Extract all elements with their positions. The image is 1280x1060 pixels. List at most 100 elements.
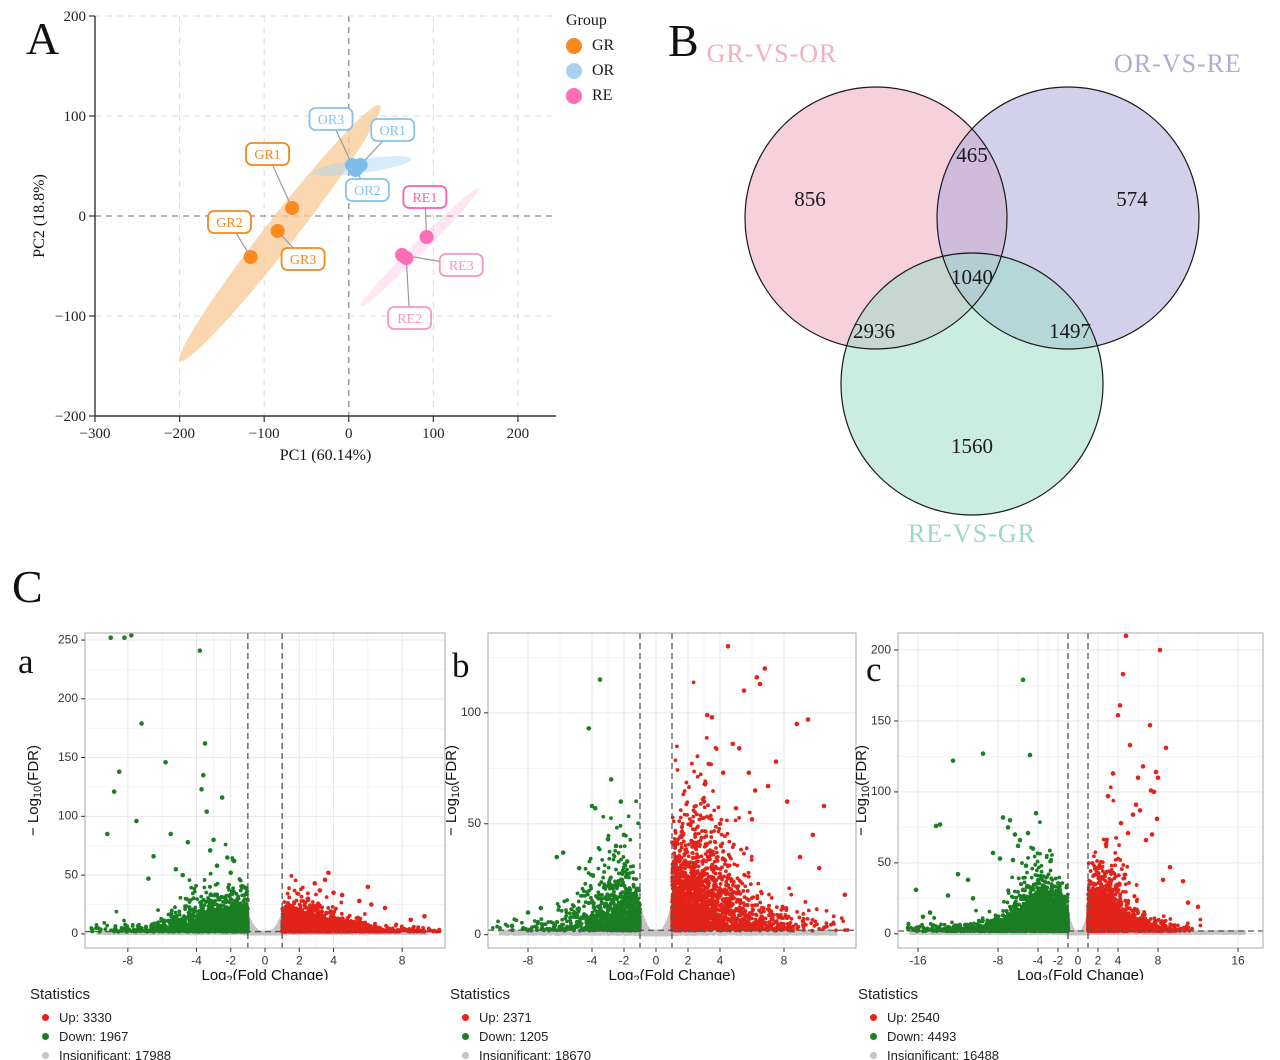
pca-callout-text-gr2: GR2: [216, 216, 242, 231]
pca-legend-title: Group: [566, 12, 607, 29]
pca-x-tick-label: −200: [164, 426, 195, 442]
stats-dot-icon: [42, 1052, 49, 1059]
venn-diagram: 856 574 1560 465 2936 1497 1040 GR-VS-OR OR-VS-R…: [707, 39, 1242, 548]
stats-label-insignificant: Insignificant: 16488: [887, 1048, 1000, 1060]
venn-circle-re-vs-gr: [841, 253, 1103, 515]
volcano-plot-c: [850, 595, 1280, 980]
stats-label-insignificant: Insignificant: 17988: [59, 1048, 172, 1060]
stats-label-down: Down: 4493: [887, 1029, 957, 1044]
pca-x-tick-label: 200: [507, 426, 530, 442]
pca-point-gr2: [243, 250, 258, 264]
stats-dot-icon: [462, 1052, 469, 1059]
pca-y-axis-title: PC2 (18.8%): [31, 174, 48, 258]
pca-callout-box-or3: [308, 107, 354, 131]
pca-point-gr1: [285, 201, 300, 215]
pca-ellipse-re: [360, 187, 480, 307]
stats-row-up: Up: 3330: [42, 1010, 171, 1025]
pca-callout-text-re3: RE3: [449, 259, 474, 274]
stats-title: Statistics: [858, 986, 919, 1003]
panel-a-label: A: [26, 13, 60, 64]
stats-title: Statistics: [450, 986, 511, 1003]
pca-legend-item-label: GR: [592, 37, 615, 54]
venn-set-label-gr-vs-or: GR-VS-OR: [707, 39, 838, 68]
stats-dot-icon: [42, 1033, 49, 1040]
pca-callout-text-re1: RE1: [412, 191, 437, 206]
pca-callout-box-or1: [370, 118, 416, 142]
pca-callout-box-gr1: [245, 142, 290, 166]
pca-y-tick-label: 0: [79, 209, 87, 225]
stats-dot-icon: [462, 1014, 469, 1021]
pca-point-re1: [419, 230, 434, 244]
pca-point-re3: [395, 248, 410, 262]
legend-dot-icon: [566, 38, 582, 54]
pca-callout-text-re2: RE2: [397, 312, 422, 327]
pca-legend-item-re: RE: [566, 87, 614, 105]
pca-legend: Group GR OR RE: [566, 12, 614, 112]
pca-callout-box-or2: [344, 178, 390, 202]
stats-dot-icon: [870, 1014, 877, 1021]
venn-count-orvre-revgr: 1497: [1049, 319, 1091, 343]
pca-x-tick-label: 0: [345, 426, 353, 442]
venn-circle-outline: [936, 86, 1200, 350]
pca-callout-box-re3: [438, 253, 484, 277]
stats-label-insignificant: Insignificant: 18670: [479, 1048, 592, 1060]
venn-count-or-vs-re-only: 574: [1116, 187, 1148, 211]
venn-circle-outline: [840, 252, 1104, 516]
pca-y-tick-label: 100: [64, 109, 87, 125]
stats-dot-icon: [870, 1033, 877, 1040]
stats-label-up: Up: 2540: [887, 1010, 940, 1025]
venn-count-grvor-orvre: 465: [956, 143, 988, 167]
volcano-plot-b: [440, 595, 870, 980]
stats-label-up: Up: 2371: [479, 1010, 532, 1025]
volcano-c-stats: Statistics Up: 2540 Down: 4493 Insignifican…: [858, 986, 999, 1060]
pca-point-gr3: [270, 224, 285, 238]
pca-callout-box-re2: [387, 306, 433, 330]
pca-callout-box-re1: [402, 185, 448, 209]
pca-legend-item-or: OR: [566, 62, 614, 80]
volcano-b-stats: Statistics Up: 2371 Down: 1205 Insignifican…: [450, 986, 591, 1060]
stats-row-up: Up: 2540: [870, 1010, 999, 1025]
pca-callout-text-or1: OR1: [380, 124, 406, 139]
stats-row-insignificant: Insignificant: 18670: [462, 1048, 591, 1060]
pca-x-tick-label: −100: [249, 426, 280, 442]
venn-count-grvor-revgr: 2936: [853, 319, 895, 343]
venn-count-re-vs-gr-only: 1560: [951, 434, 993, 458]
stats-dot-icon: [42, 1014, 49, 1021]
pca-legend-item-label: OR: [592, 62, 615, 79]
venn-count-all-three: 1040: [951, 265, 993, 289]
stats-row-down: Down: 4493: [870, 1029, 999, 1044]
stats-row-insignificant: Insignificant: 17988: [42, 1048, 171, 1060]
stats-dot-icon: [870, 1052, 877, 1059]
volcano-plot-a: [20, 595, 460, 980]
pca-point-or3: [345, 158, 360, 172]
pca-x-axis-title: PC1 (60.14%): [280, 447, 372, 464]
stats-row-down: Down: 1967: [42, 1029, 171, 1044]
stats-row-insignificant: Insignificant: 16488: [870, 1048, 999, 1060]
pca-y-tick-label: 200: [64, 9, 87, 25]
stats-dot-icon: [462, 1033, 469, 1040]
pca-legend-item-label: RE: [592, 87, 613, 104]
pca-x-tick-label: 100: [422, 426, 445, 442]
pca-callout-box-gr3: [280, 247, 326, 271]
stats-label-down: Down: 1205: [479, 1029, 549, 1044]
legend-dot-icon: [566, 88, 582, 104]
legend-dot-icon: [566, 63, 582, 79]
venn-set-label-re-vs-gr: RE-VS-GR: [908, 519, 1036, 548]
stats-title: Statistics: [30, 986, 91, 1003]
pca-callout-text-or3: OR3: [318, 113, 344, 128]
venn-set-label-or-vs-re: OR-VS-RE: [1114, 49, 1242, 78]
stats-row-up: Up: 2371: [462, 1010, 591, 1025]
pca-callout-box-gr2: [207, 210, 252, 234]
volcano-a-stats: Statistics Up: 3330 Down: 1967 Insignifican…: [30, 986, 171, 1060]
pca-callout-text-gr1: GR1: [254, 148, 280, 163]
stats-label-down: Down: 1967: [59, 1029, 129, 1044]
pca-callout-text-gr3: GR3: [290, 253, 316, 268]
venn-circle-outline: [744, 86, 1008, 350]
pca-y-tick-label: −100: [55, 309, 86, 325]
pca-legend-item-gr: GR: [566, 37, 614, 55]
panel-b-label: B: [668, 15, 699, 66]
venn-count-gr-vs-or-only: 856: [794, 187, 826, 211]
stats-row-down: Down: 1205: [462, 1029, 591, 1044]
